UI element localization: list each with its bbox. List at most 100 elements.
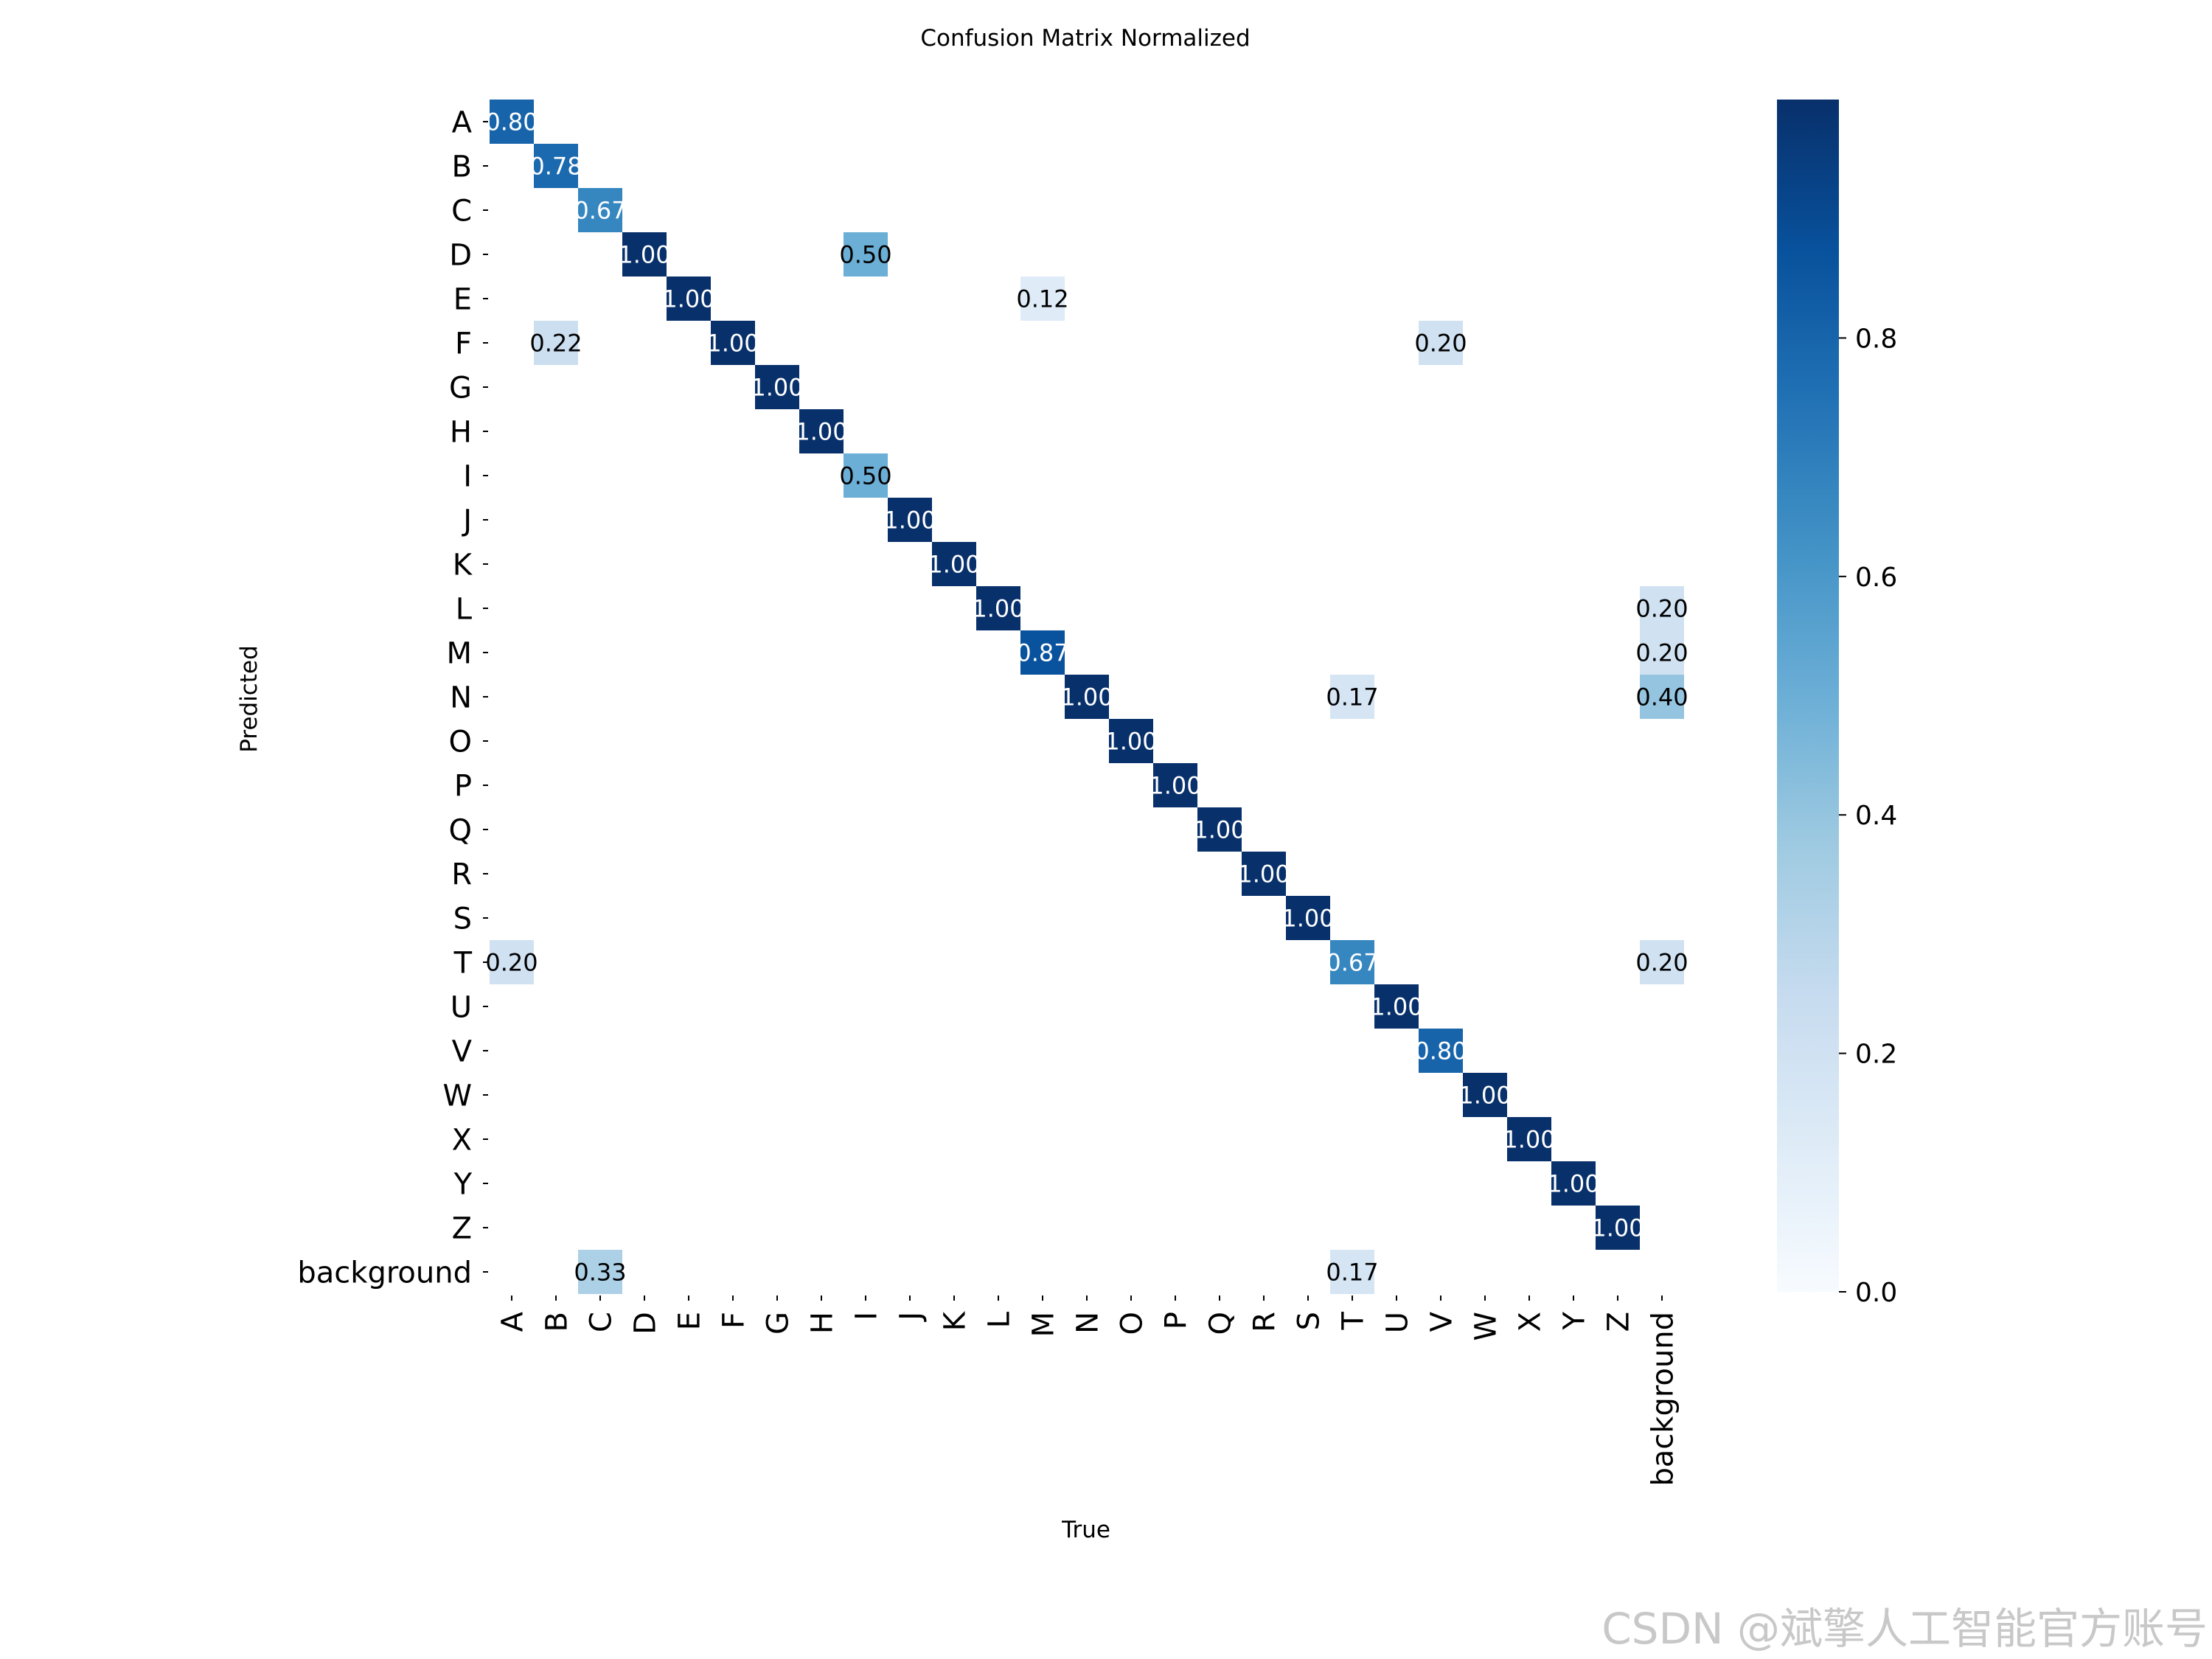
heatmap-cell-value: 0.87 xyxy=(1016,639,1068,667)
heatmap-cells xyxy=(490,100,1684,1294)
x-tick-label: S xyxy=(1292,1312,1326,1330)
heatmap-cell-value: 0.80 xyxy=(485,108,538,136)
x-tick-label: P xyxy=(1159,1312,1193,1329)
heatmap-cell xyxy=(976,586,1020,630)
heatmap-cell-value: 1.00 xyxy=(1281,905,1334,933)
heatmap-cell xyxy=(1640,586,1684,630)
y-tick-label: B xyxy=(452,150,472,184)
heatmap-cell xyxy=(622,232,667,276)
x-tick-label: N xyxy=(1071,1312,1105,1334)
heatmap-cell xyxy=(1153,763,1197,807)
heatmap-cell-value: 1.00 xyxy=(1237,860,1290,888)
y-tick-label: Q xyxy=(449,813,472,847)
heatmap-cell xyxy=(932,542,976,586)
heatmap-cell-value: 0.22 xyxy=(529,330,582,358)
heatmap-cell-value: 0.17 xyxy=(1326,1259,1378,1287)
heatmap-cell-value: 0.78 xyxy=(529,153,582,181)
colorbar-tick-label: 0.8 xyxy=(1855,324,1897,354)
heatmap-cell xyxy=(1330,1250,1374,1294)
heatmap-cell-value: 1.00 xyxy=(706,330,759,358)
x-tick-label: I xyxy=(849,1312,883,1321)
heatmap-cell-value: 0.67 xyxy=(574,197,626,225)
y-tick-label: Z xyxy=(452,1211,472,1245)
y-tick-label: A xyxy=(452,105,473,139)
heatmap-cell xyxy=(844,232,888,276)
x-tick-label: Q xyxy=(1203,1312,1237,1335)
heatmap-cell xyxy=(1020,630,1065,675)
colorbar-tick-label: 0.0 xyxy=(1855,1278,1897,1308)
y-tick-label: N xyxy=(450,681,472,714)
heatmap-cell xyxy=(1330,940,1374,984)
heatmap-cell xyxy=(1242,852,1286,896)
heatmap-cell-value: 1.00 xyxy=(795,418,847,446)
heatmap-cell xyxy=(844,453,888,498)
heatmap-cell xyxy=(755,365,799,409)
heatmap-cell-value: 0.20 xyxy=(1635,639,1688,667)
heatmap-cell-value: 1.00 xyxy=(618,241,670,269)
heatmap-cell xyxy=(534,321,578,365)
heatmap-cell-labels: 0.80 0.78 0.67 1.00 0.50 1.00 0.12 0.22 1.00 0.20… xyxy=(485,108,1688,1287)
x-axis-title: True xyxy=(1061,1517,1110,1543)
heatmap-cell xyxy=(1640,630,1684,675)
y-axis-title: Predicted xyxy=(236,645,262,753)
colorbar-scale xyxy=(1777,100,1839,1292)
heatmap-cell-value: 1.00 xyxy=(972,595,1024,623)
x-tick-label: T xyxy=(1336,1311,1370,1330)
heatmap-cell-value: 0.67 xyxy=(1326,949,1378,977)
heatmap-cell-value: 1.00 xyxy=(1503,1126,1555,1154)
heatmap-cell-value: 1.00 xyxy=(883,507,936,535)
y-tick-label: G xyxy=(449,371,472,405)
heatmap-cell-value: 0.40 xyxy=(1635,684,1688,712)
x-tick-label: R xyxy=(1248,1312,1281,1332)
x-tick-label: B xyxy=(540,1312,574,1332)
heatmap-cell xyxy=(534,144,578,188)
x-tick-label: background xyxy=(1646,1312,1680,1486)
y-tick-label: T xyxy=(453,946,473,980)
heatmap-cell xyxy=(1640,940,1684,984)
heatmap-cell xyxy=(1507,1117,1551,1161)
x-tick-label: C xyxy=(584,1312,618,1332)
y-tick-label: E xyxy=(453,282,472,316)
y-tick-label: P xyxy=(454,769,472,803)
heatmap-cell-value: 1.00 xyxy=(1370,993,1422,1021)
x-tick-label: H xyxy=(805,1312,839,1334)
heatmap-cell xyxy=(888,498,932,542)
heatmap-cell xyxy=(1330,675,1374,719)
heatmap-cell xyxy=(578,188,622,232)
heatmap-cell xyxy=(1640,675,1684,719)
heatmap-cell-value: 0.33 xyxy=(574,1259,626,1287)
y-tick-label: V xyxy=(452,1034,473,1068)
heatmap-cell-value: 1.00 xyxy=(1193,816,1245,844)
heatmap-cell xyxy=(1596,1206,1640,1250)
x-tick-label: G xyxy=(761,1312,795,1335)
colorbar-tick-label: 0.6 xyxy=(1855,563,1897,593)
x-tick-label: A xyxy=(495,1311,529,1332)
heatmap-cell-value: 0.50 xyxy=(839,462,891,490)
y-tick-label: O xyxy=(449,725,472,759)
x-tick-label: D xyxy=(628,1312,662,1335)
watermark-text: CSDN @斌擎人工智能官方账号 xyxy=(1601,1604,2208,1654)
y-tick-label: M xyxy=(446,636,472,670)
heatmap-cell-value: 0.80 xyxy=(1414,1037,1467,1065)
y-tick-label: Y xyxy=(453,1167,473,1201)
heatmap-cell xyxy=(1286,896,1330,940)
chart-title: Confusion Matrix Normalized xyxy=(920,25,1250,52)
heatmap-cell-value: 0.12 xyxy=(1016,285,1068,313)
y-tick-label: L xyxy=(456,592,473,626)
x-tick-label: Y xyxy=(1557,1311,1591,1330)
heatmap-cell-value: 0.17 xyxy=(1326,684,1378,712)
y-tick-label: X xyxy=(452,1123,472,1157)
heatmap-cell xyxy=(1197,807,1242,852)
y-tick-label: H xyxy=(450,415,472,449)
heatmap-cell xyxy=(490,100,534,144)
y-tick-label: J xyxy=(461,504,472,538)
heatmap-cell xyxy=(490,940,534,984)
heatmap-cell xyxy=(1109,719,1153,763)
x-tick-label: M xyxy=(1026,1312,1060,1338)
y-tick-label: C xyxy=(451,194,472,228)
heatmap-cell-value: 1.00 xyxy=(1105,728,1157,756)
heatmap-cell-value: 0.20 xyxy=(485,949,538,977)
y-tick-label: W xyxy=(442,1079,472,1113)
heatmap-cell xyxy=(1065,675,1109,719)
